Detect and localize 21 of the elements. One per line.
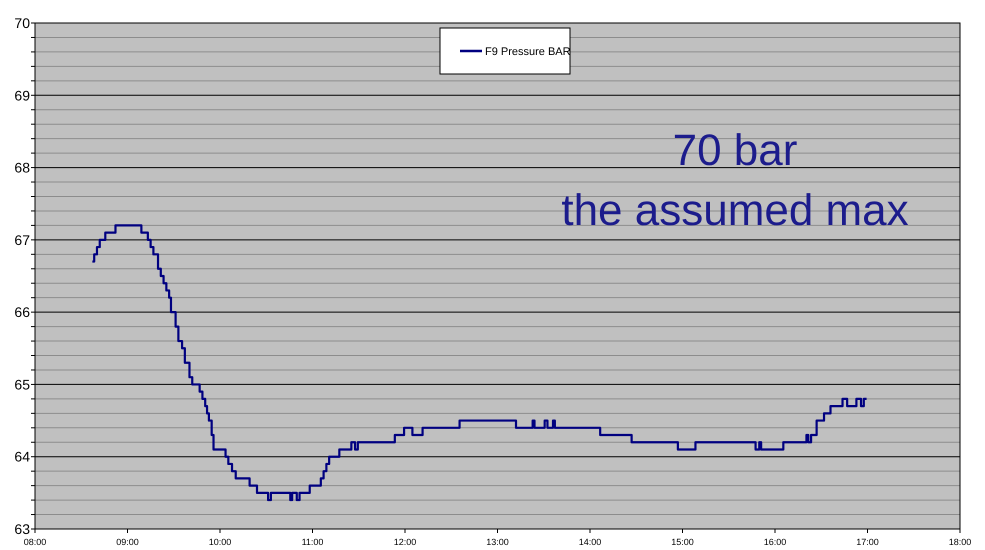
y-tick-label: 65 [14,376,30,392]
x-tick-label: 14:00 [578,537,602,547]
legend-label: F9 Pressure BAR [485,46,571,58]
y-tick-label: 64 [14,448,30,465]
y-tick-label: 66 [14,304,30,320]
y-tick-label: 68 [14,160,30,176]
annotation: 70 bar the assumed max [561,126,909,235]
y-tick-label: 69 [14,87,30,104]
x-tick-label: 16:00 [764,537,786,547]
x-tick-label: 11:00 [302,537,324,547]
x-tick-label: 08:00 [24,537,46,547]
x-tick-label: 09:00 [116,537,139,547]
x-tick-label: 13:00 [486,537,509,547]
y-tick-label: 67 [14,232,30,248]
y-tick-label: 70 [14,15,30,31]
x-tick-label: 10:00 [208,537,232,547]
x-tick-label: 15:00 [671,537,694,547]
x-tick-label: 17:00 [856,537,879,547]
x-tick-label: 18:00 [948,537,972,547]
y-tick-label: 63 [14,521,30,537]
x-tick-label: 12:00 [394,537,416,547]
